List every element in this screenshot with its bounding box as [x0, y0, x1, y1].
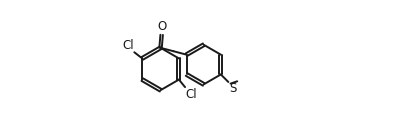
- Text: Cl: Cl: [122, 39, 134, 52]
- Text: Cl: Cl: [186, 88, 198, 101]
- Text: O: O: [157, 20, 166, 33]
- Text: S: S: [229, 82, 236, 95]
